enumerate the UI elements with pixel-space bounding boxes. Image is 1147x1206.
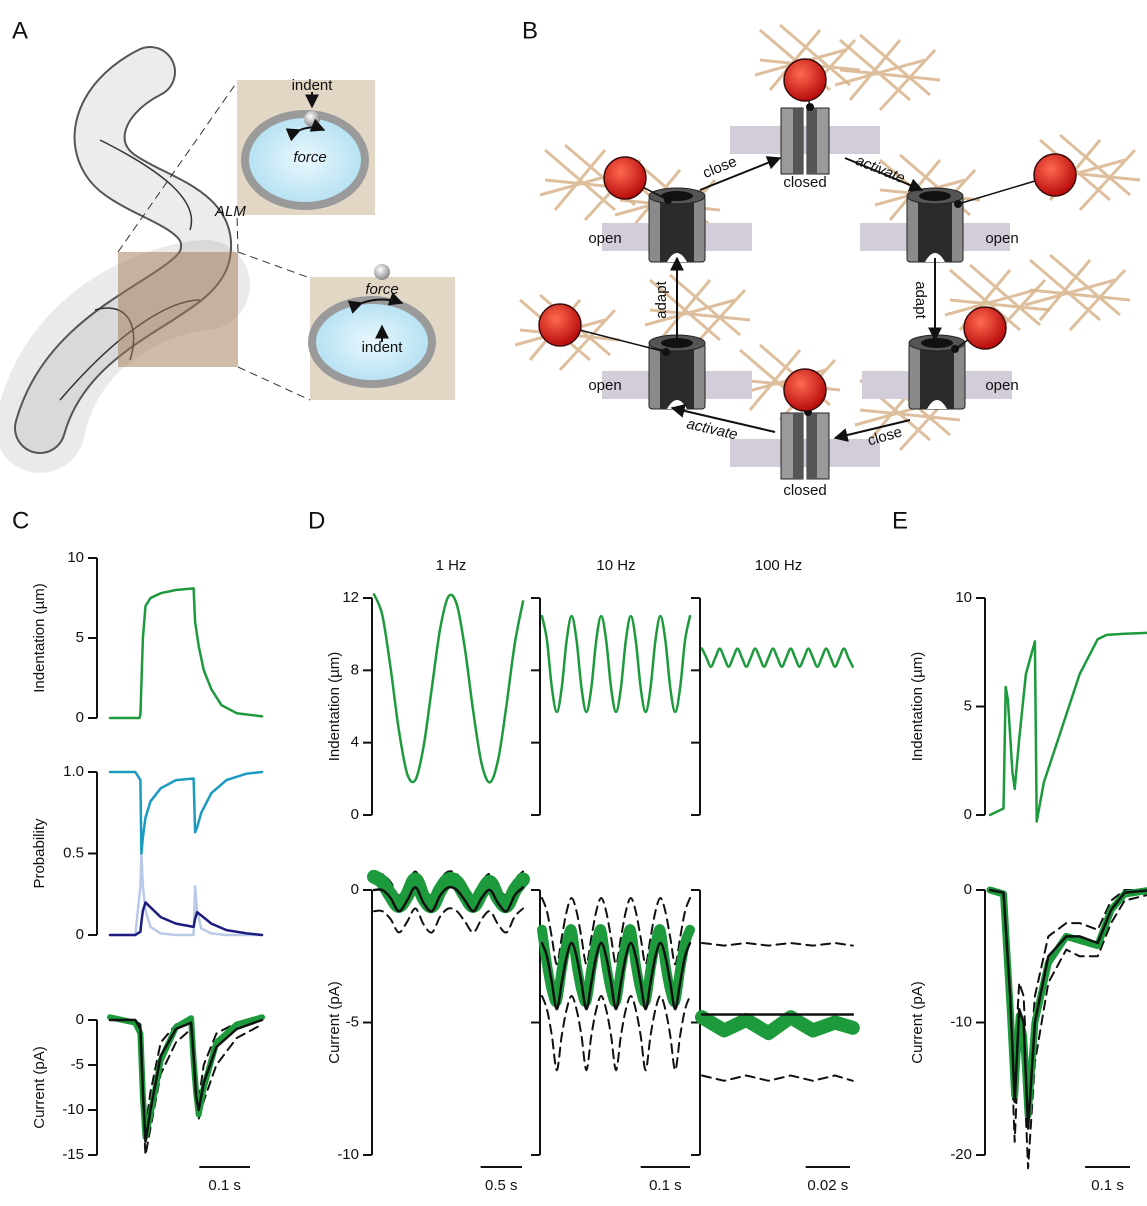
y-tick-label: 0.5: [63, 844, 84, 861]
channel-diagram: [515, 25, 1140, 479]
chart-title: 10 Hz: [596, 557, 635, 574]
trace: [110, 854, 262, 936]
y-tick-label: 10: [955, 589, 972, 606]
state-label: closed: [783, 482, 826, 499]
trace: [110, 1017, 262, 1137]
y-tick-label: 5: [76, 629, 84, 646]
trace: [702, 1076, 853, 1081]
panel-label: A: [12, 17, 28, 44]
y-tick-label: 0: [964, 881, 972, 898]
trace: [702, 1017, 853, 1033]
annotation: indent: [292, 77, 334, 94]
trace: [990, 633, 1147, 822]
panel-label: D: [308, 507, 325, 534]
y-tick-label: -10: [337, 1146, 359, 1163]
trace: [110, 772, 262, 854]
state-label: closed: [783, 174, 826, 191]
transition-label: activate: [685, 415, 739, 443]
state-label: open: [588, 377, 621, 394]
y-tick-label: 10: [67, 549, 84, 566]
y-tick-label: 0: [76, 1011, 84, 1028]
trace: [110, 1020, 262, 1155]
transition-label: activate: [853, 152, 907, 187]
annotation: indent: [362, 339, 404, 356]
transition-label: adapt: [912, 281, 929, 319]
y-tick-label: -15: [62, 1146, 84, 1163]
y-tick-label: 8: [351, 661, 359, 678]
trace: [374, 877, 523, 906]
chart-title: 100 Hz: [755, 557, 803, 574]
trace: [110, 1020, 262, 1142]
y-tick-label: 0: [351, 881, 359, 898]
worm-illustration: [40, 72, 455, 428]
annotation: force: [293, 149, 326, 166]
y-tick-label: 12: [342, 589, 359, 606]
state-label: open: [985, 230, 1018, 247]
y-axis-label: Probability: [31, 818, 48, 889]
y-tick-label: -5: [71, 1056, 84, 1073]
y-axis-label: Indentation (µm): [326, 652, 343, 762]
y-tick-label: -10: [62, 1101, 84, 1118]
trace: [110, 902, 262, 935]
panel-label: B: [522, 17, 538, 44]
y-tick-label: 0: [964, 806, 972, 823]
y-tick-label: 0: [76, 709, 84, 726]
y-tick-label: 5: [964, 697, 972, 714]
annotation: force: [365, 281, 398, 298]
y-tick-label: -20: [950, 1146, 972, 1163]
y-axis-label: Indentation (µm): [31, 583, 48, 693]
trace: [702, 943, 853, 946]
state-label: open: [985, 377, 1018, 394]
scale-bar-label: 0.5 s: [485, 1177, 518, 1194]
scale-bar-label: 0.1 s: [1091, 1177, 1124, 1194]
panel-label: E: [892, 507, 908, 534]
y-tick-label: 4: [351, 734, 359, 751]
trace: [374, 594, 523, 782]
y-axis-label: Indentation (µm): [909, 652, 926, 762]
y-axis-label: Current (pA): [909, 981, 926, 1064]
annotation: ALM: [214, 203, 246, 220]
y-tick-label: 1.0: [63, 763, 84, 780]
y-tick-label: -5: [346, 1013, 359, 1030]
y-axis-label: Current (pA): [31, 1046, 48, 1129]
scale-bar-label: 0.1 s: [649, 1177, 682, 1194]
transition-label: adapt: [653, 280, 670, 318]
state-label: open: [588, 230, 621, 247]
trace: [110, 588, 262, 718]
trace: [542, 616, 690, 712]
panel-label: C: [12, 507, 29, 534]
scale-bar-label: 0.1 s: [208, 1177, 241, 1194]
scale-bar-label: 0.02 s: [807, 1177, 848, 1194]
y-tick-label: 0: [351, 806, 359, 823]
chart-title: 1 Hz: [436, 557, 467, 574]
figure: A B C D E indent force ALM force indent: [0, 0, 1147, 1206]
transition-label: close: [866, 423, 904, 449]
y-axis-label: Current (pA): [326, 981, 343, 1064]
y-tick-label: 0: [76, 926, 84, 943]
y-tick-label: -10: [950, 1013, 972, 1030]
trace: [702, 649, 853, 667]
